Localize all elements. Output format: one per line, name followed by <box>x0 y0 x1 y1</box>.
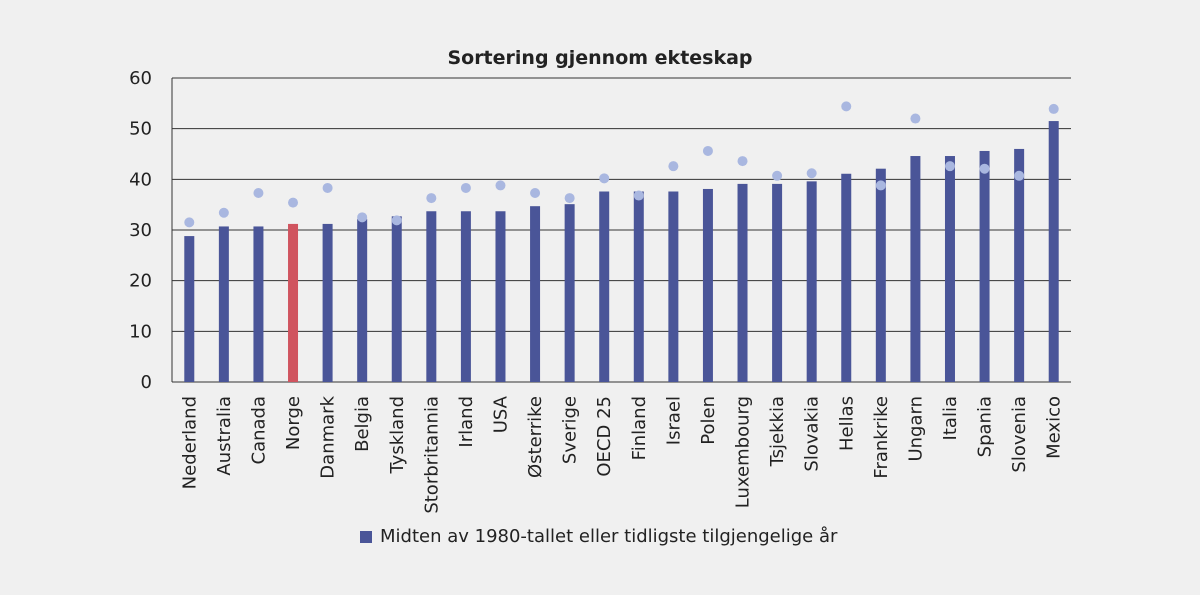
x-tick-label: Italia <box>940 396 961 440</box>
bar <box>426 211 437 382</box>
bar <box>391 216 402 382</box>
x-tick-label: Danmark <box>318 395 339 478</box>
x-tick-label: Irland <box>456 396 477 448</box>
point <box>1014 170 1025 181</box>
x-tick-label: OECD 25 <box>594 396 615 477</box>
point <box>702 145 713 156</box>
bar <box>288 223 299 382</box>
x-tick-label: Finland <box>629 396 650 460</box>
bar <box>599 191 610 382</box>
point <box>599 173 610 184</box>
bars <box>184 121 1059 383</box>
point <box>391 215 402 226</box>
point <box>288 197 299 208</box>
x-tick-label: Spania <box>975 396 996 457</box>
bar <box>806 181 817 382</box>
bar <box>253 226 264 382</box>
bar <box>841 173 852 382</box>
bar <box>322 223 333 382</box>
point <box>979 163 990 174</box>
bar <box>1014 148 1025 382</box>
point <box>530 188 541 199</box>
legend: Midten av 1980-tallet eller tidligste ti… <box>360 526 837 547</box>
point <box>910 113 921 124</box>
x-tick-label: Canada <box>248 396 269 465</box>
points <box>184 101 1059 228</box>
legend-label: Midten av 1980-tallet eller tidligste ti… <box>380 526 838 547</box>
x-tick-label: USA <box>490 395 511 433</box>
x-tick-label: Østerrike <box>525 396 546 478</box>
bar <box>944 156 955 382</box>
y-tick-label: 40 <box>129 169 152 190</box>
chart-title: Sortering gjennom ekteskap <box>447 47 752 69</box>
y-tick-label: 50 <box>129 119 152 140</box>
point <box>460 182 471 193</box>
x-tick-label: Belgia <box>352 396 373 452</box>
bar <box>218 226 229 382</box>
x-tick-label: Tsjekkia <box>767 396 788 467</box>
bar <box>772 183 783 382</box>
bar <box>633 191 644 382</box>
point <box>633 190 644 201</box>
x-tick-label: Nederland <box>179 396 200 489</box>
bar <box>564 204 575 382</box>
x-tick-label: Luxembourg <box>733 396 754 508</box>
x-tick-label: Slovakia <box>802 396 823 472</box>
x-tick-label: Hellas <box>836 396 857 451</box>
x-tick-label: Norge <box>283 396 304 450</box>
grid <box>171 77 1071 383</box>
point <box>806 168 817 179</box>
bar <box>875 168 886 382</box>
bar <box>1048 121 1059 383</box>
point <box>772 170 783 181</box>
x-tick-label: Ungarn <box>905 396 926 462</box>
bar <box>530 206 541 382</box>
bar <box>184 236 195 382</box>
point <box>322 182 333 193</box>
x-tick-label: Slovenia <box>1009 396 1030 473</box>
x-tick-label: Frankrike <box>871 396 892 479</box>
bar <box>668 191 679 382</box>
y-tick-label: 60 <box>129 68 152 89</box>
point <box>184 217 195 228</box>
x-tick-label: Mexico <box>1044 396 1065 459</box>
bar <box>702 188 713 382</box>
y-axis-ticks: 0 10 20 30 40 50 60 <box>129 68 152 393</box>
point <box>841 101 852 112</box>
bar <box>495 211 506 382</box>
point <box>668 161 679 172</box>
x-tick-label: Storbritannia <box>421 396 442 514</box>
x-tick-label: Australia <box>214 396 235 476</box>
y-tick-label: 20 <box>129 271 152 292</box>
point <box>875 180 886 191</box>
x-axis-labels: Nederland Australia Canada Norge Danmark Belg… <box>179 395 1064 513</box>
bar <box>460 211 471 382</box>
x-tick-label: Polen <box>698 396 719 445</box>
legend-swatch <box>360 530 372 543</box>
y-tick-label: 30 <box>129 220 152 241</box>
x-tick-label: Israel <box>663 396 684 445</box>
bar <box>737 183 748 382</box>
point <box>944 161 955 172</box>
x-tick-label: Tyskland <box>387 396 408 475</box>
point <box>737 156 748 167</box>
point <box>564 193 575 204</box>
point <box>253 188 264 199</box>
bar <box>979 150 990 382</box>
point <box>218 207 229 218</box>
y-tick-label: 10 <box>129 321 152 342</box>
y-tick-label: 0 <box>141 372 152 393</box>
point <box>426 193 437 204</box>
point <box>495 180 506 191</box>
bar <box>910 156 921 382</box>
point <box>357 212 368 223</box>
bar <box>357 218 368 382</box>
x-tick-label: Sverige <box>560 396 581 464</box>
point <box>1048 103 1059 114</box>
